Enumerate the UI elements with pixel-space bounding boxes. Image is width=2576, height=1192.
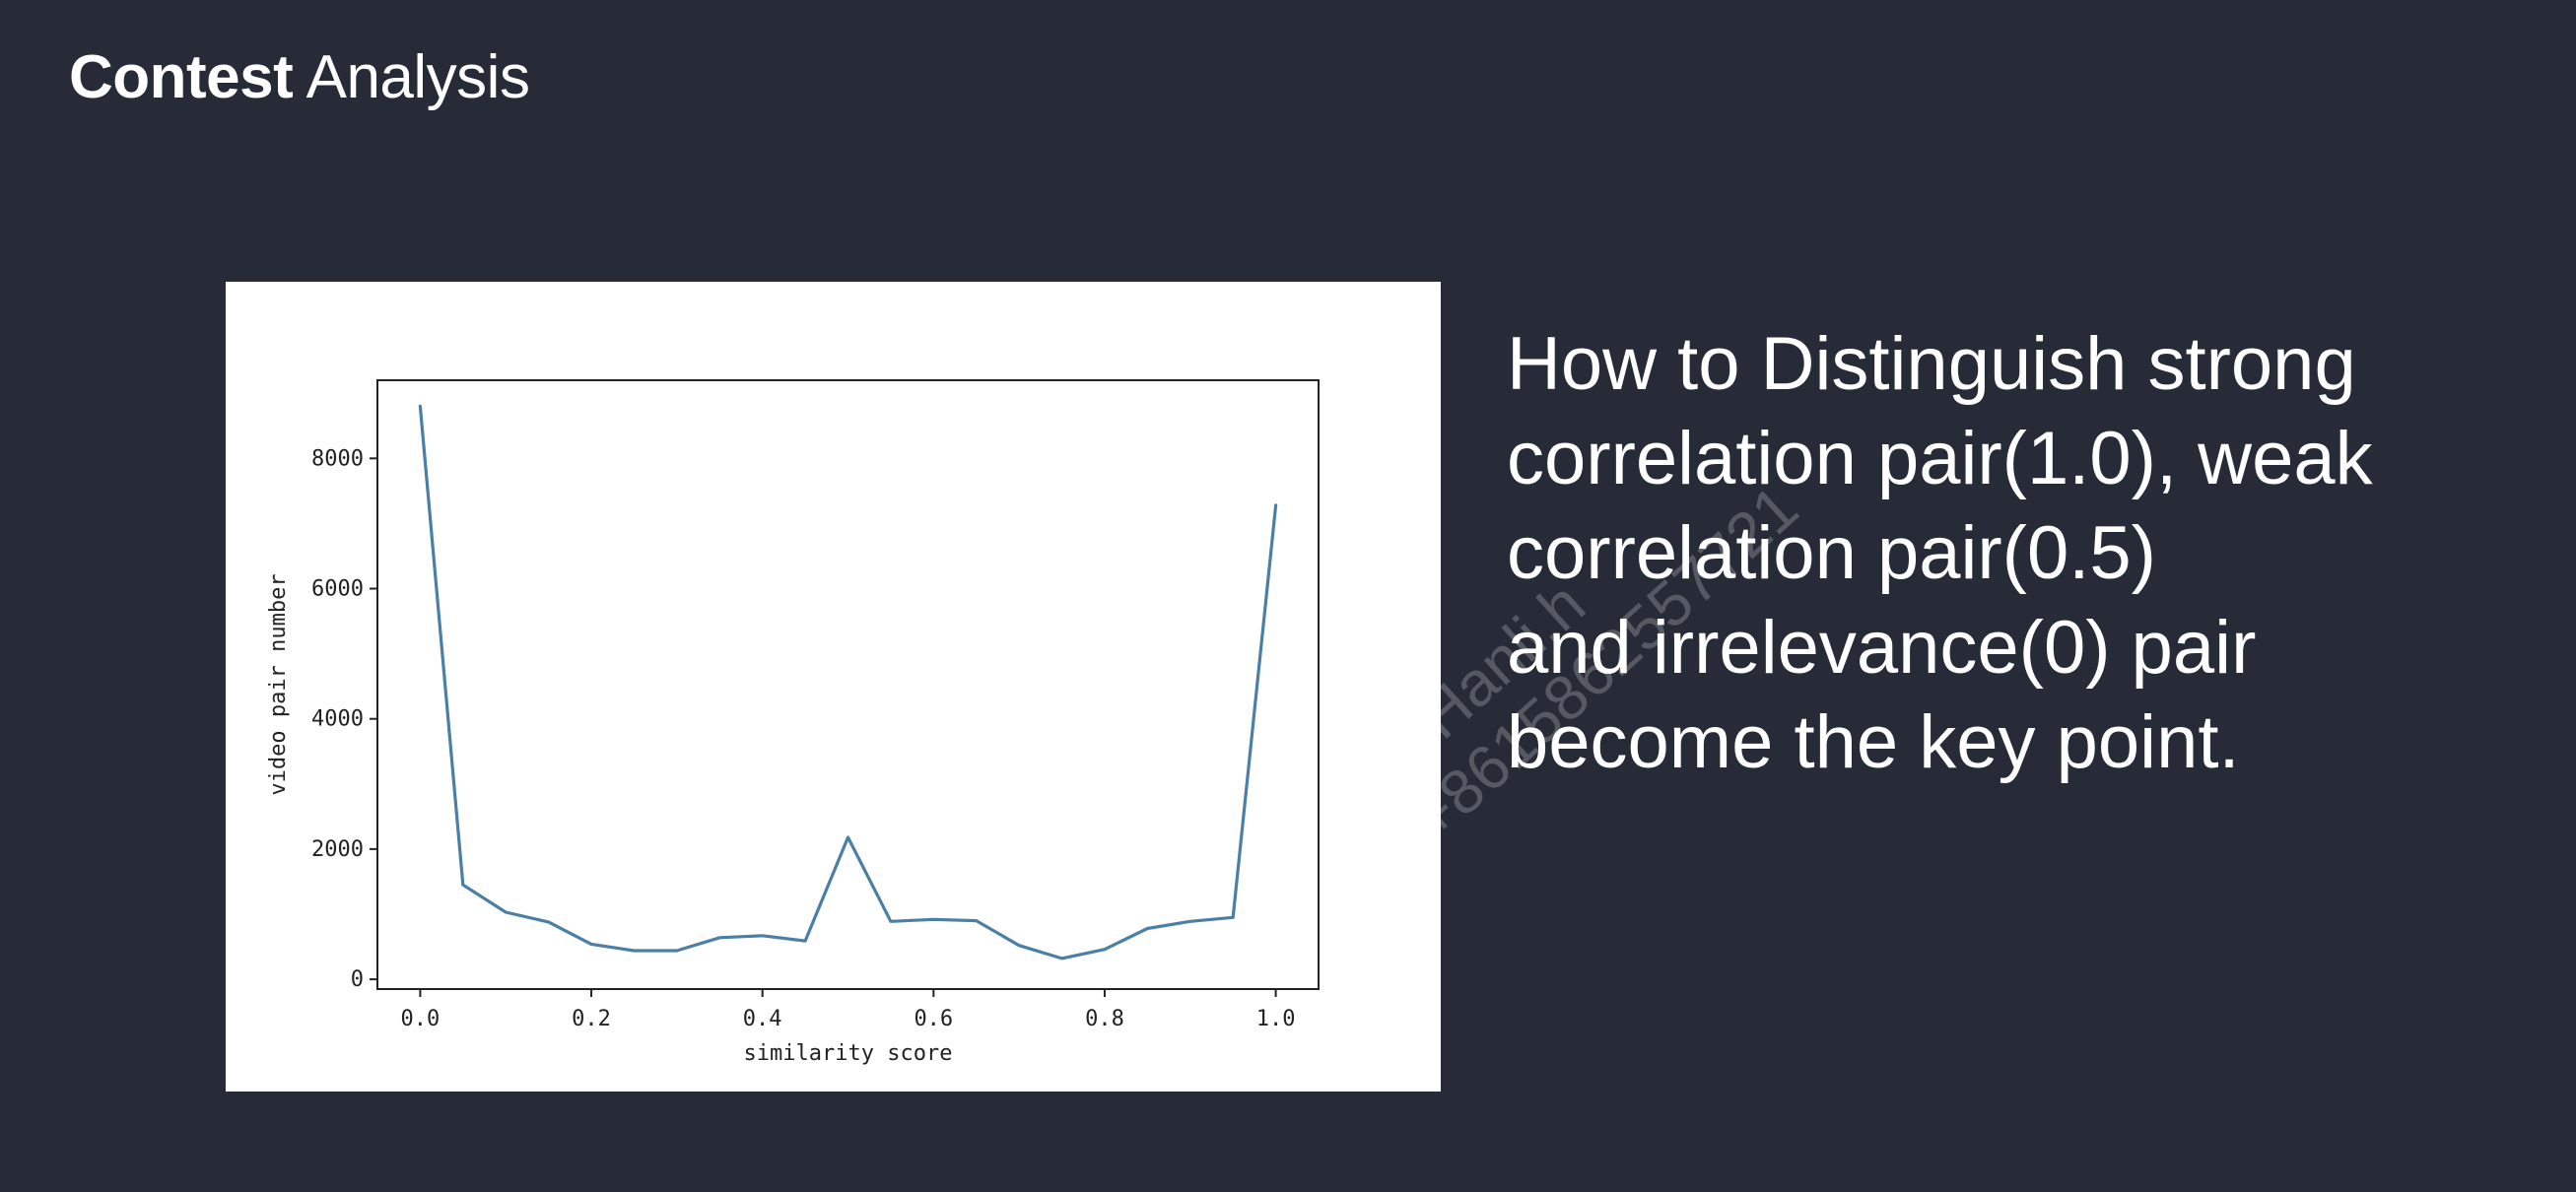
y-tick-label: 2000: [311, 837, 364, 862]
y-axis: 0 2000 4000 6000 8000: [311, 446, 377, 992]
key-point-line: become the key point.: [1507, 700, 2240, 784]
line-chart: 0.0 0.2 0.4 0.6 0.8 1.0 0 2000 4000 6000 8000 sim…: [266, 379, 1320, 1066]
x-tick-label: 0.0: [401, 1007, 441, 1031]
x-axis: 0.0 0.2 0.4 0.6 0.8 1.0: [401, 989, 1296, 1031]
key-point-line: correlation pair(0.5): [1507, 511, 2156, 595]
x-tick-label: 0.2: [572, 1007, 611, 1031]
key-point-line: and irrelevance(0) pair: [1507, 606, 2257, 690]
y-axis-title: video pair number: [266, 573, 291, 795]
x-tick-label: 1.0: [1256, 1007, 1296, 1031]
y-tick-label: 6000: [311, 577, 364, 602]
series-layer: [418, 404, 1278, 960]
x-tick-label: 0.8: [1085, 1007, 1124, 1031]
series-line: [418, 404, 1278, 960]
page-title: Contest Analysis: [69, 37, 530, 118]
plot-frame: [376, 379, 1320, 990]
y-tick-label: 0: [351, 967, 364, 992]
y-tick-label: 8000: [311, 446, 364, 471]
chart-panel: 0.0 0.2 0.4 0.6 0.8 1.0 0 2000 4000 6000 8000 sim…: [226, 282, 1441, 1092]
key-point-text: How to Distinguish strong correlation pa…: [1507, 317, 2532, 790]
x-axis-title: similarity score: [744, 1041, 953, 1066]
key-point-line: How to Distinguish strong: [1507, 322, 2356, 406]
x-tick-label: 0.4: [743, 1007, 782, 1031]
chart-frame: [376, 379, 1320, 990]
x-tick-label: 0.6: [914, 1007, 953, 1031]
y-tick-label: 4000: [311, 707, 364, 732]
page-title-rest: Analysis: [293, 43, 530, 111]
key-point-line: correlation pair(1.0), weak: [1507, 417, 2373, 500]
page-title-strong: Contest: [69, 43, 294, 111]
